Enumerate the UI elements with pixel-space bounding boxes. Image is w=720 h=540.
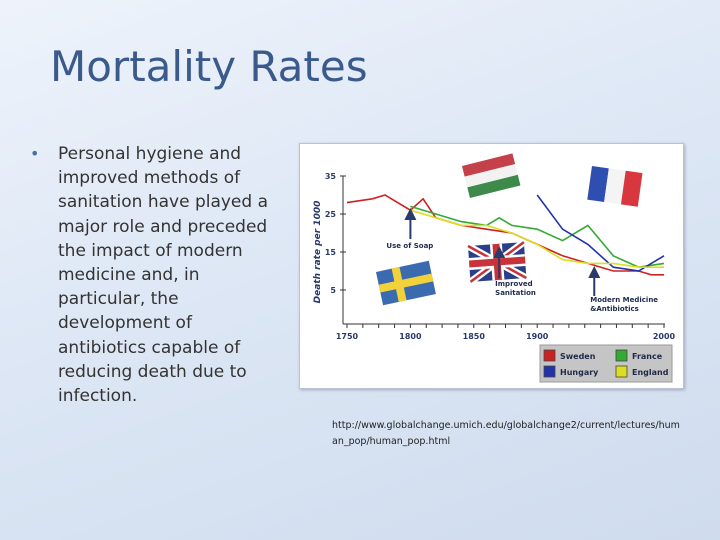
- slide-title: Mortality Rates: [50, 42, 368, 91]
- y-tick-label: 35: [325, 172, 337, 181]
- x-tick-label: 1850: [463, 332, 486, 341]
- legend-entry-england: England: [632, 368, 669, 377]
- annotation-label: Sanitation: [495, 289, 536, 297]
- annotation-label: &Antibiotics: [590, 305, 639, 313]
- annotation-label: Use of Soap: [386, 242, 433, 250]
- bullet-text: Personal hygiene and improved methods of…: [58, 144, 269, 407]
- series-line-england: [410, 209, 664, 268]
- chart-frame: Death rate per 1000 35 25 15 5 1750 1800 1850…: [299, 143, 684, 389]
- legend-box: [539, 344, 673, 383]
- series-line-sweden: [346, 194, 664, 276]
- annotation-label: Modern Medicine: [590, 296, 658, 304]
- series-line-hungary: [536, 194, 665, 272]
- hungary-flag-icon: [462, 153, 521, 199]
- legend-entry-sweden: Sweden: [560, 352, 596, 361]
- mortality-chart: Death rate per 1000 35 25 15 5 1750 1800 1850…: [313, 153, 676, 383]
- annotation-label: Improved: [495, 280, 533, 288]
- x-tick-label: 1900: [526, 332, 549, 341]
- legend-swatch: [615, 365, 628, 378]
- series-line-france: [410, 205, 665, 269]
- x-tick-label: 1750: [336, 332, 359, 341]
- y-tick-label: 5: [330, 286, 336, 295]
- x-tick-label: 2000: [653, 332, 676, 341]
- y-tick-label: 15: [325, 248, 337, 257]
- legend-entry-france: France: [632, 352, 663, 361]
- bullet-dot-icon: •: [30, 144, 40, 163]
- y-tick-label: 25: [325, 210, 337, 219]
- sweden-flag-icon: [376, 260, 436, 306]
- x-tick-label: 1800: [399, 332, 422, 341]
- y-axis-label: Death rate per 1000: [313, 201, 323, 304]
- legend-entry-hungary: Hungary: [560, 368, 599, 377]
- uk-flag-icon: [466, 239, 529, 285]
- france-flag-icon: [587, 166, 643, 207]
- bullet-block: • Personal hygiene and improved methods …: [30, 142, 270, 408]
- legend-swatch: [543, 349, 556, 362]
- source-url: http://www.globalchange.umich.edu/global…: [332, 420, 680, 447]
- legend-swatch: [615, 349, 628, 362]
- legend-swatch: [543, 365, 556, 378]
